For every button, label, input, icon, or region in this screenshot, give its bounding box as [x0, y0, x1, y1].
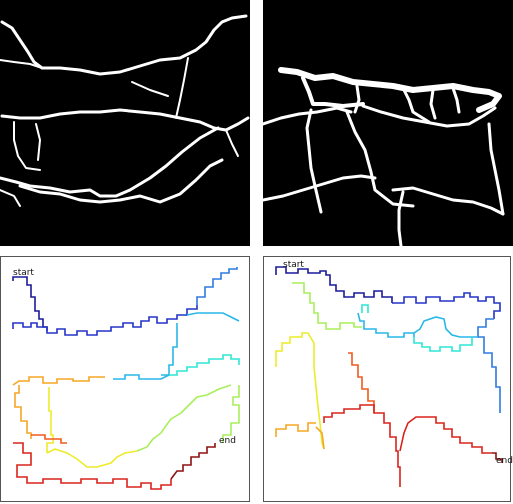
route-segment-5	[361, 304, 473, 352]
route-segment-6	[292, 282, 362, 330]
route-segment-11	[13, 442, 172, 490]
route-segment-12	[170, 443, 216, 480]
route-segment-4	[357, 312, 478, 338]
end-label: end	[219, 436, 236, 446]
route-segment-7	[275, 332, 325, 450]
route-segment-9	[12, 376, 105, 439]
crack-lines-top-left	[0, 14, 250, 207]
route-segment-1	[275, 266, 393, 303]
route-segment-5	[113, 374, 170, 380]
route-segment-6	[169, 354, 240, 376]
end-label: end	[496, 456, 513, 466]
route-segment-11	[492, 452, 503, 463]
route-segment-10	[31, 434, 67, 444]
route-segment-4	[161, 312, 240, 376]
crack-lines-top-right	[263, 67, 505, 246]
crack-mask-panel-top-right	[263, 0, 513, 246]
route-segment-8	[275, 422, 325, 450]
start-label: start	[283, 260, 304, 270]
route-segment-3	[196, 267, 238, 305]
route-segment-10	[323, 404, 492, 487]
start-label: start	[13, 268, 34, 278]
route-lines-bottom-left	[12, 267, 240, 490]
route-segment-2	[392, 292, 501, 319]
route-segment-7	[136, 384, 240, 452]
route-segment-2	[12, 305, 198, 336]
route-map-panel-bottom-right: start end	[263, 256, 513, 502]
route-segment-8	[46, 387, 138, 468]
crack-mask-panel-top-left	[0, 0, 250, 246]
route-segment-1	[12, 276, 48, 331]
route-segment-3	[477, 318, 501, 413]
route-lines-bottom-right	[275, 266, 503, 487]
route-segment-9	[348, 352, 375, 413]
route-map-panel-bottom-left: start end	[0, 256, 250, 502]
